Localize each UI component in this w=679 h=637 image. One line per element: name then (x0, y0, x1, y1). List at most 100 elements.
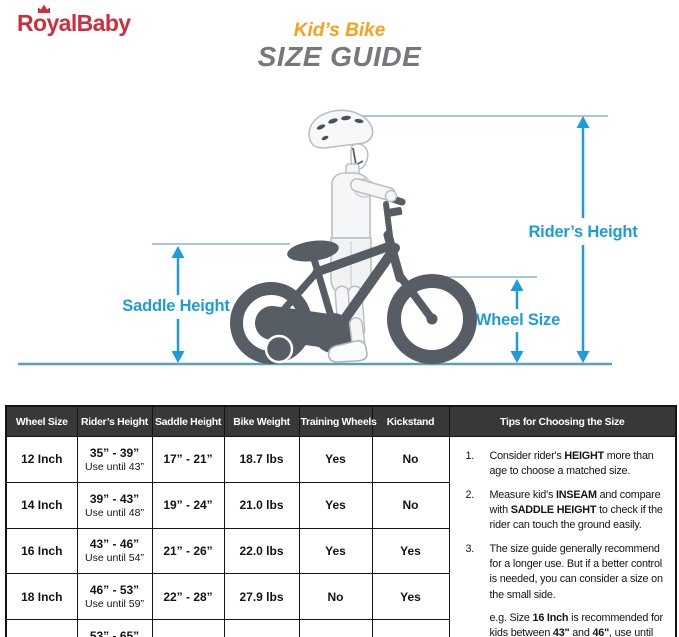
saddle (287, 240, 339, 262)
helmet-vents (316, 115, 364, 141)
cell-training-wheels: Yes (298, 527, 373, 575)
wheel-size-label: Wheel Size (476, 311, 560, 329)
arrowhead-down (171, 351, 185, 363)
front-fork (396, 272, 436, 323)
cell-bike-weight: 27.9 lbs (223, 573, 300, 621)
col-header-kickstand: Kickstand (371, 405, 450, 437)
cell-wheel-size: 16 Inch (5, 527, 78, 575)
shoe (327, 340, 368, 363)
arrowhead-down (576, 351, 590, 363)
saddle-height-annotation: Saddle Height (122, 246, 231, 363)
table-header-row: Wheel Size Rider’s Height Saddle Height … (5, 405, 677, 437)
down-tube (332, 243, 400, 335)
cell-bike-weight: 32.0 lbs (223, 619, 300, 637)
tip-number: 1. (465, 450, 475, 462)
riders-height-label: Rider’s Height (528, 223, 638, 241)
page-header: Kid’s Bike SIZE GUIDE (0, 20, 679, 73)
cell-saddle-height: 17” - 21” (151, 436, 225, 483)
use-until: Use until 43” (85, 460, 144, 473)
height-range: 53” - 65” (89, 629, 140, 637)
hand (384, 189, 398, 203)
use-until: Use until 54” (85, 552, 144, 565)
logo-text: RoyalBaby (17, 10, 131, 36)
arrowhead-down (510, 351, 524, 363)
tip-item-3: 3. The size guide generally recommend fo… (466, 542, 668, 603)
table-row-18inch: 18 Inch 46” - 53” Use until 59” 22” - 28… (5, 573, 676, 621)
cell-kickstand: No (371, 481, 450, 529)
tip-item-2: 2. Measure kid's INSEAM and compare with… (466, 488, 668, 534)
cell-bike-weight: 22.0 lbs (223, 527, 300, 575)
col-header-training-wheels: Training Wheels (298, 405, 377, 437)
col-header-riders-height: Rider’s Height (76, 405, 153, 437)
crown-icon (38, 4, 50, 13)
saddle-height-label: Saddle Height (122, 297, 230, 315)
tip-number: 3. (465, 542, 475, 555)
page-title: SIZE GUIDE (257, 40, 422, 72)
col-header-saddle-height: Saddle Height (151, 405, 225, 437)
col-header-bike-weight: Bike Weight (223, 405, 300, 437)
arrowhead-up (171, 246, 185, 258)
handlebar-clamp (386, 206, 403, 217)
tip-text: e.g. Size 16 Inch is recommended for kid… (489, 611, 664, 637)
riders-height-annotation: Rider’s Height (528, 116, 638, 363)
cell-training-wheels: Yes (298, 436, 373, 483)
tips-cell: 1. Consider rider's HEIGHT more than age… (448, 435, 677, 637)
cell-wheel-size: 12 Inch (5, 436, 78, 483)
height-range: 43” - 46” (89, 537, 140, 552)
cell-kickstand: Yes (371, 619, 450, 637)
bike-measurement-diagram: Rider’s Height Saddle Height Wheel Size (18, 109, 638, 366)
head-tube (383, 230, 405, 283)
arm (351, 179, 395, 200)
cell-wheel-size: 18 Inch (5, 573, 78, 621)
table-row-14inch: 14 Inch 39” - 43” Use until 48” 19” - 24… (5, 481, 676, 529)
page-subtitle: Kid’s Bike (293, 20, 386, 41)
royalbaby-logo: RoyalBaby (17, 4, 131, 37)
kid-front-parts (327, 178, 398, 363)
tip-text: Measure kid's INSEAM and compare with SA… (489, 488, 663, 532)
training-wheel (264, 334, 294, 364)
cell-saddle-height: 19” - 24” (151, 481, 225, 529)
table-row-20inch: 20 Inch 53” - 65” Use until 65” 24” - 30… (5, 619, 676, 637)
top-tube (312, 241, 395, 277)
pedal (323, 332, 344, 341)
cell-riders-height: 43” - 46” Use until 54” (76, 527, 153, 575)
front-wheel (387, 274, 477, 364)
cell-training-wheels: No (298, 619, 373, 637)
cell-bike-weight: 21.0 lbs (223, 481, 300, 529)
tip-number (466, 611, 490, 637)
cell-riders-height: 39” - 43” Use until 48” (76, 481, 153, 529)
cell-wheel-size: 14 Inch (5, 481, 78, 529)
tip-item-1: 1. Consider rider's HEIGHT more than age… (466, 449, 668, 480)
cell-saddle-height: 24” - 30” (151, 619, 225, 637)
cell-kickstand: Yes (371, 573, 450, 621)
arrowhead-up (510, 279, 524, 291)
cell-riders-height: 53” - 65” Use until 65” (76, 619, 153, 637)
cell-riders-height: 35” - 39” Use until 43” (76, 436, 153, 483)
cell-training-wheels: No (298, 573, 373, 621)
use-until: Use until 48” (85, 506, 144, 519)
height-range: 39” - 43” (89, 491, 140, 506)
arrowhead-up (576, 116, 590, 128)
cell-saddle-height: 22” - 28” (151, 573, 225, 621)
cell-kickstand: Yes (371, 527, 450, 575)
tip-text: Consider rider's HEIGHT more than age to… (489, 450, 654, 478)
wheel-size-annotation: Wheel Size (476, 279, 560, 363)
cell-bike-weight: 18.7 lbs (223, 436, 300, 483)
height-range: 46” - 53” (89, 583, 140, 598)
stem (383, 201, 393, 239)
kid-figure (308, 109, 375, 354)
tip-number: 2. (465, 488, 475, 501)
table-row-16inch: 16 Inch 43” - 46” Use until 54” 21” - 26… (5, 527, 676, 575)
cell-kickstand: No (371, 436, 450, 483)
use-until: Use until 59” (85, 598, 144, 611)
tip-item-example: e.g. Size 16 Inch is recommended for kid… (466, 611, 668, 637)
cell-wheel-size: 20 Inch (5, 619, 78, 637)
bicycle (230, 190, 477, 364)
cell-saddle-height: 21” - 26” (151, 527, 225, 575)
size-table: Wheel Size Rider’s Height Saddle Height … (5, 405, 677, 637)
cell-riders-height: 46” - 53” Use until 59” (76, 573, 153, 621)
cell-training-wheels: Yes (298, 481, 373, 529)
tip-text: The size guide generally recommend for a… (489, 542, 663, 601)
height-range: 35” - 39” (89, 445, 140, 460)
